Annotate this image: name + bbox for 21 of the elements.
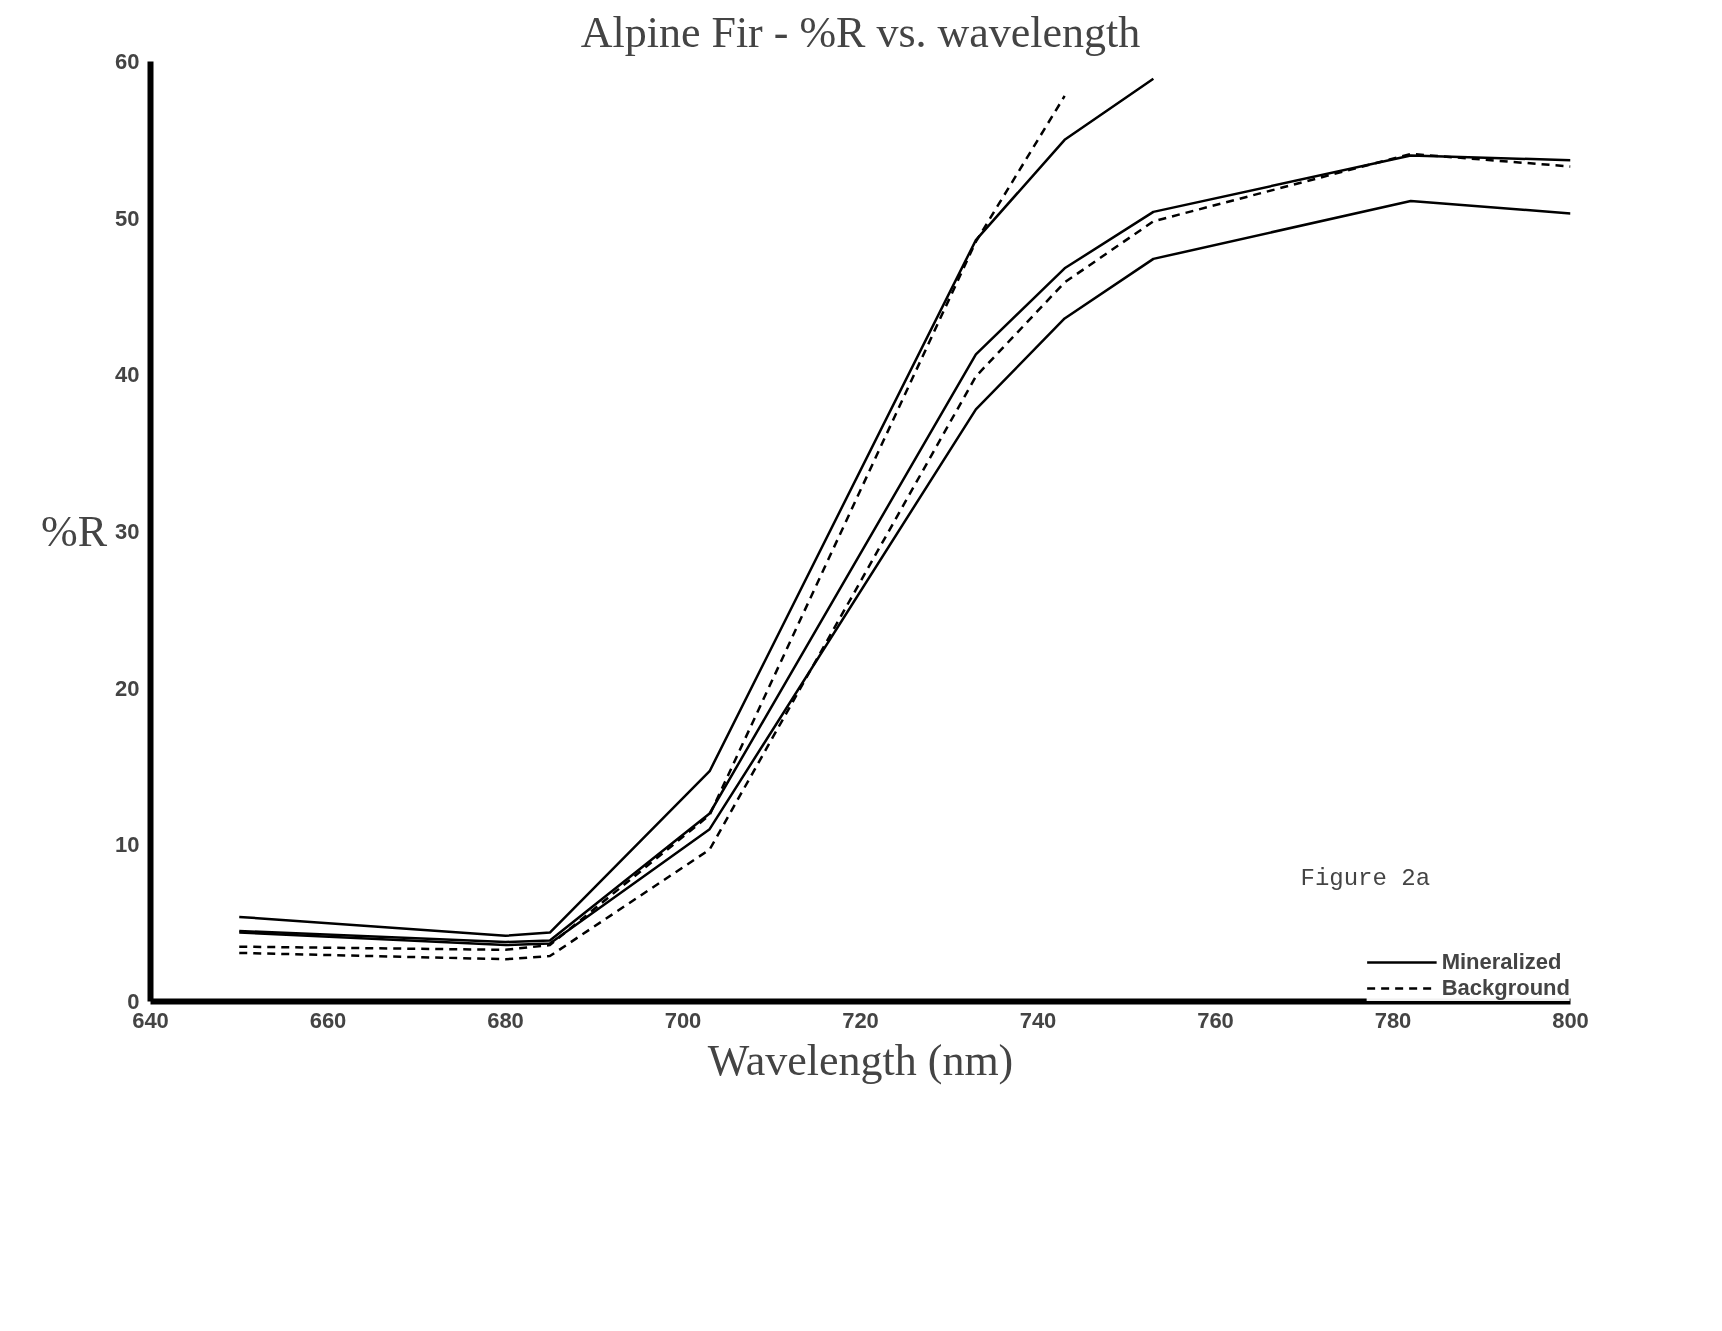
x-tick-label: 700: [664, 1007, 702, 1033]
y-tick-label: 0: [127, 989, 140, 1014]
x-tick-label: 680: [487, 1007, 524, 1033]
x-tick-label: 800: [1552, 1007, 1589, 1033]
x-tick-label: 720: [842, 1007, 879, 1033]
legend-label: Mineralized: [1441, 949, 1562, 975]
x-tick-label: 740: [1019, 1007, 1057, 1033]
y-tick-label: 20: [115, 675, 140, 701]
legend-label: Background: [1441, 975, 1570, 1001]
x-tick-label: 660: [309, 1007, 347, 1033]
y-tick-label: 60: [115, 49, 140, 74]
x-tick-label: 760: [1197, 1007, 1234, 1033]
y-axis-title: %R: [41, 507, 108, 556]
chart-title: Alpine Fir - %R vs. wavelength: [580, 7, 1141, 57]
x-tick-label: 780: [1374, 1007, 1412, 1033]
x-axis-title: Wavelength (nm): [707, 1035, 1014, 1085]
annotation: Figure 2a: [1300, 864, 1431, 892]
y-tick-label: 40: [115, 362, 140, 388]
y-tick-label: 30: [115, 519, 140, 544]
y-tick-label: 10: [115, 832, 140, 858]
y-tick-label: 50: [115, 205, 140, 231]
